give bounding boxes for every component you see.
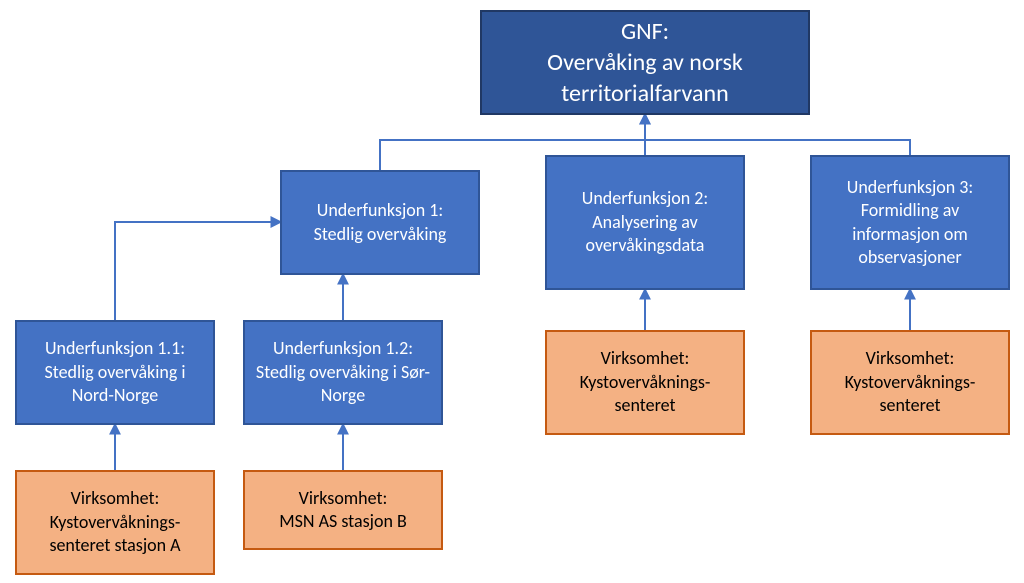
node-uf3: Underfunksjon 3: Formidling av informasj…	[810, 155, 1010, 290]
node-uf1: Underfunksjon 1: Stedlig overvåking	[280, 170, 480, 275]
node-v_b: Virksomhet: MSN AS stasjon B	[243, 470, 443, 550]
node-root: GNF: Overvåking av norsk territorialfarv…	[480, 10, 810, 115]
node-uf2: Underfunksjon 2: Analysering av overvåki…	[545, 155, 745, 290]
node-uf11: Underfunksjon 1.1: Stedlig overvåking i …	[15, 320, 215, 425]
node-v_c: Virksomhet: Kystovervåknings-senteret	[545, 330, 745, 435]
node-v_d: Virksomhet: Kystovervåknings-senteret	[810, 330, 1010, 435]
node-uf12: Underfunksjon 1.2: Stedlig overvåking i …	[243, 320, 443, 425]
edge-uf3-to-root	[645, 115, 910, 155]
node-v_a: Virksomhet: Kystovervåknings-senteret st…	[15, 470, 215, 575]
edge-uf11-to-uf1	[115, 222, 280, 320]
